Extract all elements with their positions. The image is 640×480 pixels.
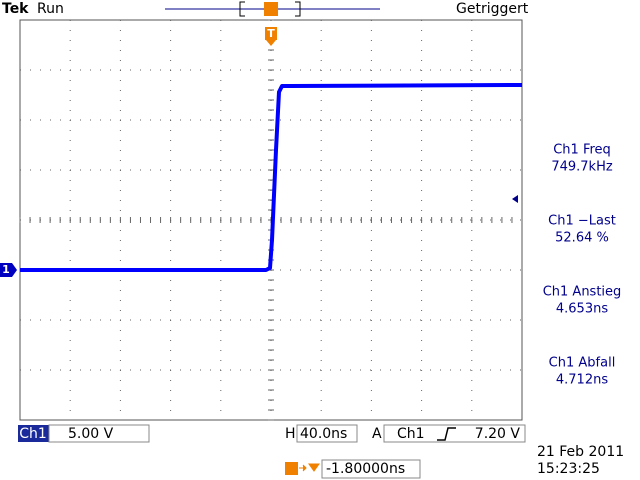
run-status: Run bbox=[37, 1, 64, 17]
channel-marker-box bbox=[0, 263, 17, 277]
waveform bbox=[20, 83, 523, 272]
trigger-level-marker bbox=[512, 195, 518, 203]
trigger-arrow bbox=[266, 40, 276, 46]
time-box bbox=[296, 424, 358, 443]
trigger-level: 7.20 V bbox=[475, 426, 521, 442]
channel-marker: 1 bbox=[2, 263, 10, 276]
acquisition-label: A bbox=[372, 426, 382, 442]
time: 15:23:25 bbox=[537, 461, 600, 477]
trigger-offset-icon bbox=[285, 462, 298, 475]
date: 21 Feb 2011 bbox=[537, 444, 624, 460]
measurement-value: 52.64 % bbox=[555, 231, 609, 246]
measurement-value: 749.7kHz bbox=[551, 160, 613, 175]
trigger-state: Getriggert bbox=[456, 1, 529, 17]
measurement-label: Ch1 Anstieg bbox=[543, 285, 622, 300]
measurement-label: Ch1 −Last bbox=[548, 214, 616, 229]
volts-per-div: 5.00 V bbox=[68, 426, 114, 442]
trigger-offset-arrow bbox=[299, 463, 320, 472]
rising-edge-icon bbox=[437, 427, 456, 441]
measurement-value: 4.712ns bbox=[556, 373, 608, 388]
measurements: Ch1 Freq 749.7kHz Ch1 −Last 52.64 % Ch1 Anst… bbox=[543, 143, 622, 388]
record-window bbox=[239, 1, 301, 17]
trigger-position-marker bbox=[264, 2, 278, 16]
trigger-marker: T bbox=[267, 27, 275, 40]
trigger-offset-box bbox=[321, 459, 421, 479]
channel-box bbox=[18, 425, 49, 442]
trigger-marker-box bbox=[265, 27, 277, 40]
trigger-channel: Ch1 bbox=[397, 426, 425, 442]
measurement-label: Ch1 Abfall bbox=[549, 356, 616, 371]
measurement-label: Ch1 Freq bbox=[553, 143, 611, 158]
measurement-value: 4.653ns bbox=[556, 302, 608, 317]
channel-label: Ch1 bbox=[19, 426, 47, 442]
trigger-position: -1.80000ns bbox=[326, 461, 405, 477]
time-per-div: 40.0ns bbox=[300, 426, 347, 442]
volts-box bbox=[48, 424, 150, 443]
trigger-box bbox=[383, 424, 526, 443]
horizontal-label: H bbox=[285, 426, 296, 442]
brand: Tek bbox=[2, 1, 29, 17]
